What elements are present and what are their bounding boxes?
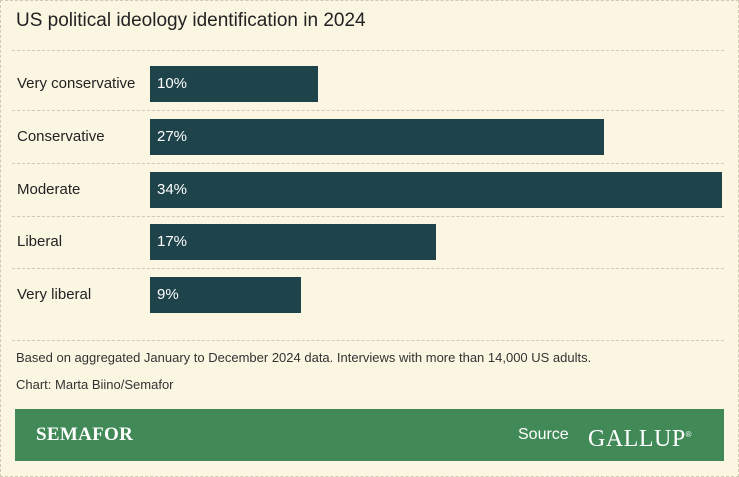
footer-bar: SEMAFOR Source GALLUP® <box>15 409 724 461</box>
bar <box>150 277 301 313</box>
notes-divider <box>12 340 724 341</box>
source-label: Source <box>518 426 569 443</box>
category-label: Very conservative <box>17 75 136 92</box>
title-divider <box>12 50 724 51</box>
chart-title: US political ideology identification in … <box>16 10 366 31</box>
semafor-logo[interactable]: SEMAFOR <box>36 424 134 445</box>
row-divider <box>12 268 724 269</box>
row-divider <box>12 110 724 111</box>
category-label: Liberal <box>17 233 63 250</box>
bar-value-label: 34% <box>157 181 188 198</box>
bar-value-label: 10% <box>157 75 188 92</box>
bar-value-label: 27% <box>157 128 188 145</box>
bar-value-label: 17% <box>157 233 188 250</box>
gallup-logo-text: GALLUP <box>588 426 686 452</box>
category-label: Moderate <box>17 181 81 198</box>
row-divider <box>12 216 724 217</box>
bar <box>150 172 722 208</box>
row-divider <box>12 163 724 164</box>
gallup-logo[interactable]: GALLUP® <box>588 409 692 461</box>
bar <box>150 119 604 155</box>
chart-credit: Chart: Marta Biino/Semafor <box>16 377 174 392</box>
bar <box>150 66 318 102</box>
bar-value-label: 9% <box>157 286 179 303</box>
bar <box>150 224 436 260</box>
data-source-note: Based on aggregated January to December … <box>16 350 592 365</box>
category-label: Very liberal <box>17 286 92 303</box>
category-label: Conservative <box>17 128 105 145</box>
registered-mark-icon: ® <box>685 430 693 439</box>
